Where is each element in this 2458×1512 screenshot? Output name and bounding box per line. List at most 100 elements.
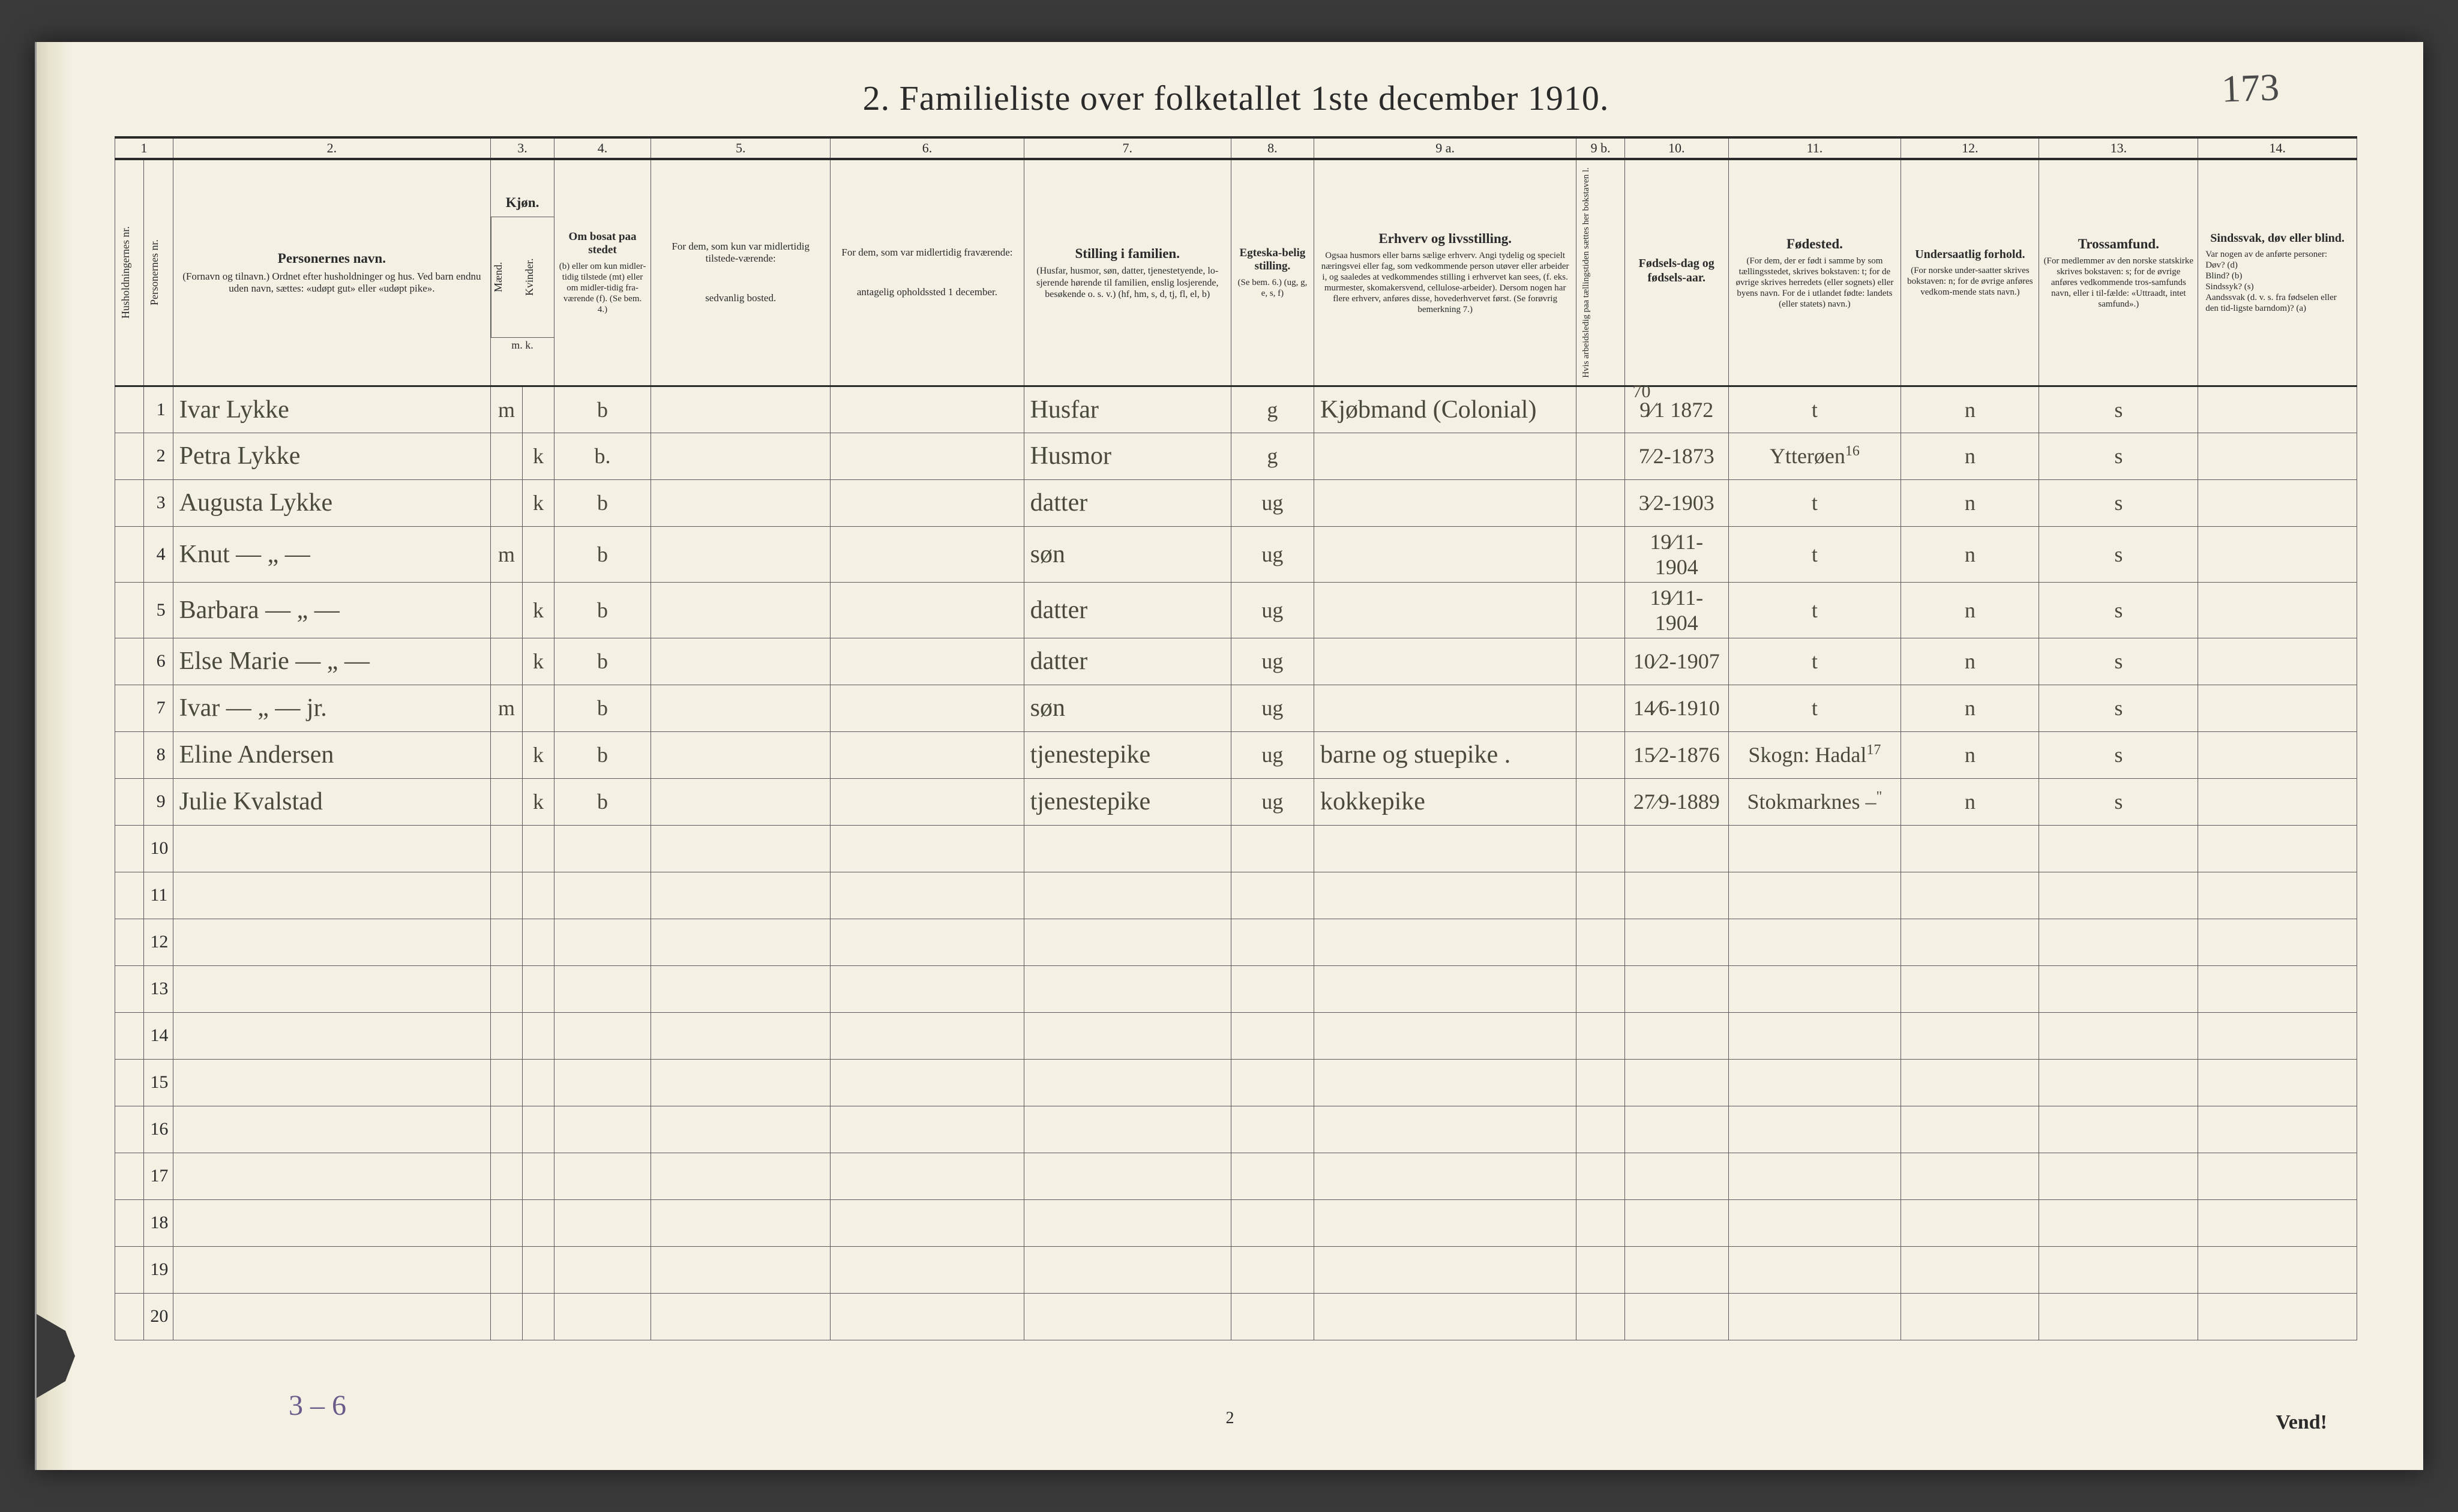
table-row: 19: [115, 1246, 2357, 1293]
cell: [1314, 685, 1576, 731]
cell: 19⁄11-1904: [1624, 526, 1728, 582]
table-row: 10: [115, 825, 2357, 872]
cell: [651, 526, 831, 582]
cell: t: [1728, 582, 1901, 638]
cell: [2039, 1012, 2198, 1059]
cell: 7: [144, 685, 173, 731]
cell: barne og stuepike .: [1314, 731, 1576, 778]
cell: [523, 872, 554, 919]
cell: [1231, 825, 1314, 872]
cell: s: [2039, 638, 2198, 685]
cell: [115, 1153, 144, 1199]
cell: 19⁄11-1904: [1624, 582, 1728, 638]
cell: Skogn: Hadal17: [1728, 731, 1901, 778]
cell: [2198, 1059, 2357, 1106]
cell: [651, 965, 831, 1012]
cell: 17: [144, 1153, 173, 1199]
table-body: 1Ivar LykkembHusfargKjøbmand (Colonial)7…: [115, 386, 2357, 1340]
cell: [831, 582, 1024, 638]
cell: 3: [144, 479, 173, 526]
cell: [523, 1012, 554, 1059]
colnum-7: 7.: [1024, 137, 1231, 159]
cell: [831, 1059, 1024, 1106]
cell: [1728, 1246, 1901, 1293]
cell: [491, 1246, 523, 1293]
cell: [173, 1153, 490, 1199]
cell: n: [1901, 433, 2039, 479]
table-row: 5Barbara — „ —kbdatterug19⁄11-1904tns: [115, 582, 2357, 638]
cell: [831, 1199, 1024, 1246]
cell: [1314, 919, 1576, 965]
cell: [115, 825, 144, 872]
cell: [554, 1199, 651, 1246]
cell: k: [523, 778, 554, 825]
cell: [2198, 1199, 2357, 1246]
cell: [831, 386, 1024, 433]
hdr-birthplace: Fødested. (For dem, der er født i samme …: [1728, 159, 1901, 386]
cell: s: [2039, 526, 2198, 582]
cell: [1576, 386, 1625, 433]
cell: [115, 638, 144, 685]
cell: [1024, 1246, 1231, 1293]
table-row: 14: [115, 1012, 2357, 1059]
cell: [2039, 1293, 2198, 1340]
cell: [651, 1059, 831, 1106]
cell: [173, 872, 490, 919]
table-row: 16: [115, 1106, 2357, 1153]
cell: [831, 685, 1024, 731]
cell: [1901, 1012, 2039, 1059]
cell: [115, 479, 144, 526]
cell: Kjøbmand (Colonial)70: [1314, 386, 1576, 433]
cell: [523, 919, 554, 965]
hdr-family-position: Stilling i familien. (Husfar, husmor, sø…: [1024, 159, 1231, 386]
cell: [1314, 1012, 1576, 1059]
cell: [1024, 1199, 1231, 1246]
cell: [2198, 1246, 2357, 1293]
cell: [491, 1293, 523, 1340]
cell: [1576, 1012, 1625, 1059]
cell: [554, 1293, 651, 1340]
cell: [2198, 1153, 2357, 1199]
cell: kokkepike: [1314, 778, 1576, 825]
table-row: 7Ivar — „ — jr.mbsønug14⁄6-1910tns: [115, 685, 2357, 731]
cell: s: [2039, 479, 2198, 526]
cell: [1231, 1293, 1314, 1340]
cell: Julie Kvalstad: [173, 778, 490, 825]
cell: [115, 1012, 144, 1059]
cell: [1231, 1153, 1314, 1199]
hdr-residence: Om bosat paa stedet (b) eller om kun mid…: [554, 159, 651, 386]
cell: n: [1901, 526, 2039, 582]
cell: 5: [144, 582, 173, 638]
cell: Eline Andersen: [173, 731, 490, 778]
table-head: 1 2. 3. 4. 5. 6. 7. 8. 9 a. 9 b. 10. 11.…: [115, 137, 2357, 386]
cell: 9: [144, 778, 173, 825]
cell: [173, 1012, 490, 1059]
cell: [831, 479, 1024, 526]
hdr-temp-absent: For dem, som var midlertidig fraværende:…: [831, 159, 1024, 386]
cell: [831, 872, 1024, 919]
cell: [523, 825, 554, 872]
cell: k: [523, 638, 554, 685]
cell: [115, 1106, 144, 1153]
cell: 15⁄2-1876: [1624, 731, 1728, 778]
hdr-household-nr: Husholdningernes nr.: [115, 159, 144, 386]
cell: [491, 825, 523, 872]
cell: b: [554, 685, 651, 731]
table-row: 15: [115, 1059, 2357, 1106]
cell: [2198, 638, 2357, 685]
cell: s: [2039, 685, 2198, 731]
cell: [1314, 1153, 1576, 1199]
cell: datter: [1024, 582, 1231, 638]
cell: [173, 1106, 490, 1153]
cell: [173, 1059, 490, 1106]
cell: [651, 1246, 831, 1293]
footer-handwritten-note: 3 – 6: [289, 1389, 346, 1422]
cell: [651, 433, 831, 479]
colnum-2: 2.: [173, 137, 490, 159]
cell: [491, 1153, 523, 1199]
colnum-9a: 9 a.: [1314, 137, 1576, 159]
cell: [2198, 965, 2357, 1012]
colnum-10: 10.: [1624, 137, 1728, 159]
cell: [2198, 386, 2357, 433]
cell: [2198, 433, 2357, 479]
